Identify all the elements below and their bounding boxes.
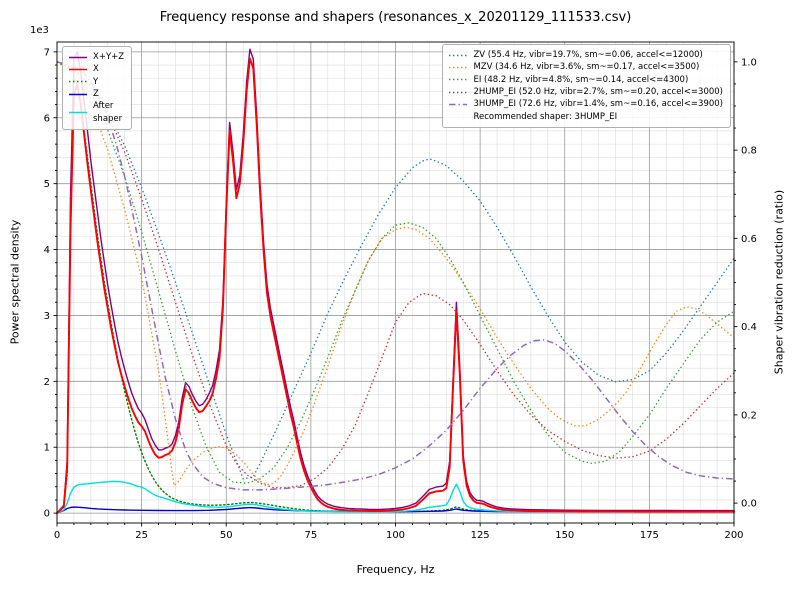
legend-label: X <box>93 64 99 75</box>
psd-curve-X+Y+Z <box>56 48 735 514</box>
x-tick-label: 50 <box>220 530 233 541</box>
legend-line-sample-icon <box>69 56 87 58</box>
legend-item-X: X <box>68 63 124 75</box>
legend-label: X+Y+Z <box>93 52 125 62</box>
legend-label: 3HUMP_EI (72.6 Hz, vibr=1.4%, sm~=0.16, … <box>473 99 723 110</box>
legend-label: Y <box>93 76 99 87</box>
legend-label: MZV (34.6 Hz, vibr=3.6%, sm~=0.17, accel… <box>473 62 700 73</box>
y-left-tick-label: 7 <box>44 47 50 58</box>
y-right-tick-label: 0.6 <box>741 234 757 245</box>
legend-line-sample-icon <box>69 68 87 71</box>
legend-item-MZV: MZV (34.6 Hz, vibr=3.6%, sm~=0.17, accel… <box>448 61 723 73</box>
x-tick-label: 150 <box>555 530 574 541</box>
shaper-curve-2HUMP_EI <box>56 61 735 489</box>
legend-line-sample-icon <box>449 54 468 56</box>
psd-curves <box>56 48 735 515</box>
legend-item-3HUMP_EI: 3HUMP_EI (72.6 Hz, vibr=1.4%, sm~=0.16, … <box>448 98 723 110</box>
x-tick-label: 200 <box>724 530 743 541</box>
legend-label: Z <box>93 88 99 99</box>
legend-label: After shaper <box>93 101 123 124</box>
recommended-shaper-note: Recommended shaper: 3HUMP_EI <box>473 111 618 122</box>
legend-item-X+Y+Z: X+Y+Z <box>68 51 124 63</box>
legend-line-sample-icon <box>69 80 87 83</box>
legend-item-2HUMP_EI: 2HUMP_EI (52.0 Hz, vibr=2.7%, sm~=0.20, … <box>448 86 723 98</box>
psd-legend: X+Y+Z X Y Z After shaper <box>62 46 133 130</box>
y-right-tick-label: 0.8 <box>741 146 757 157</box>
x-tick-label: 0 <box>54 530 60 541</box>
legend-item-Z: Z <box>68 88 124 100</box>
y-right-tick-label: 1.0 <box>741 57 757 68</box>
legend-line-sample-icon <box>449 66 468 69</box>
x-tick-label: 125 <box>471 530 490 541</box>
y-left-tick-label: 5 <box>44 179 50 190</box>
y-left-tick-label: 6 <box>44 113 50 124</box>
y-axis-label-right: Shaper vibration reduction (ratio) <box>772 189 786 375</box>
x-axis-label: Frequency, Hz <box>356 563 435 576</box>
legend-line-sample-icon <box>449 91 468 93</box>
psd-curve-After-shaper <box>56 480 735 514</box>
chart-title: Frequency response and shapers (resonanc… <box>159 10 632 25</box>
psd-curve-X <box>56 57 735 515</box>
x-tick-label: 100 <box>386 530 405 541</box>
legend-label: ZV (55.4 Hz, vibr=19.7%, sm~=0.06, accel… <box>473 50 703 60</box>
y-axis-label-left: Power spectral density <box>8 219 22 345</box>
shaper-curves <box>56 61 735 491</box>
y-left-tick-label: 0 <box>44 509 50 520</box>
y-left-tick-label: 4 <box>44 245 50 256</box>
legend-line-sample-icon <box>449 103 468 106</box>
legend-label: 2HUMP_EI (52.0 Hz, vibr=2.7%, sm~=0.20, … <box>473 86 723 97</box>
legend-line-sample-icon <box>69 93 87 95</box>
x-tick-label: 75 <box>305 530 318 541</box>
axis-offset-text: 1e3 <box>30 25 49 36</box>
legend-label: EI (48.2 Hz, vibr=4.8%, sm~=0.14, accel<… <box>473 74 689 85</box>
legend-item-Y: Y <box>68 76 124 88</box>
y-left-tick-label: 1 <box>44 443 50 454</box>
y-left-tick-label: 3 <box>44 311 50 322</box>
legend-line-sample-icon <box>69 111 87 114</box>
shaper-curve-EI <box>56 61 735 484</box>
tick-labels: 0 25 50 75 100 125 150 175 200 0 1 2 3 4 5 6 7 0.0 0.2 0.4 0… <box>44 47 757 541</box>
legend-line-sample-icon <box>449 78 468 81</box>
y-left-tick-label: 2 <box>44 377 50 388</box>
psd-curve-Z <box>56 506 735 514</box>
y-right-tick-label: 0.2 <box>741 410 757 421</box>
legend-item-After-shaper: After shaper <box>68 100 124 125</box>
legend-item-ZV: ZV (55.4 Hz, vibr=19.7%, sm~=0.06, accel… <box>448 49 723 61</box>
shaper-curve-MZV <box>56 61 735 487</box>
y-right-tick-label: 0.0 <box>741 499 757 510</box>
y-right-tick-label: 0.4 <box>741 322 757 333</box>
shaper-legend: ZV (55.4 Hz, vibr=19.7%, sm~=0.06, accel… <box>442 44 731 128</box>
psd-curve-Y <box>56 77 735 514</box>
x-tick-label: 25 <box>135 530 148 541</box>
x-tick-label: 175 <box>640 530 659 541</box>
axis-ticks <box>53 51 738 527</box>
legend-item-EI: EI (48.2 Hz, vibr=4.8%, sm~=0.14, accel<… <box>448 74 723 86</box>
